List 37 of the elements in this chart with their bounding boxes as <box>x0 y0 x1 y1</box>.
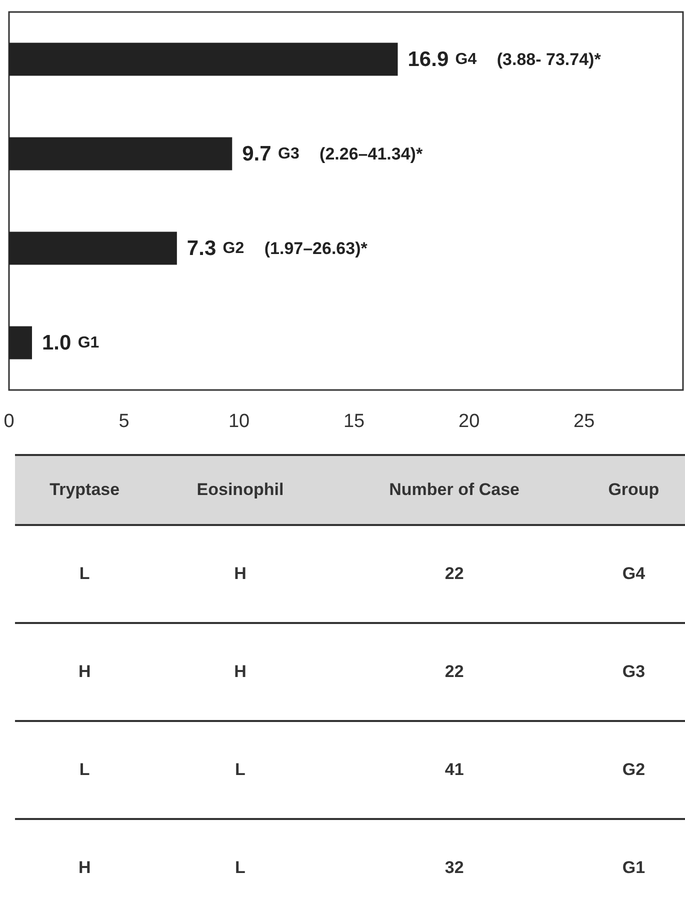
x-tick-label: 5 <box>118 411 130 432</box>
bar <box>9 137 232 170</box>
text: H <box>78 858 91 877</box>
bar <box>9 42 398 76</box>
text: G4 <box>622 564 646 583</box>
category-label: Tryptase <box>15 455 154 525</box>
text: L <box>235 760 246 779</box>
text: L <box>79 564 90 583</box>
text: H <box>234 662 246 681</box>
text: L <box>79 760 90 779</box>
category-label: Eosinophil <box>154 455 326 525</box>
text: G1 <box>622 858 646 877</box>
text: 32 <box>444 858 464 877</box>
bar <box>9 232 177 265</box>
data-label: 16.9 <box>408 48 449 71</box>
category-label: Number of Case <box>326 455 582 525</box>
x-tick-label: 10 <box>228 411 250 432</box>
annotation: (3.88- 73.74)* <box>496 50 602 69</box>
text: H <box>234 564 246 583</box>
x-tick-label: 15 <box>343 411 365 432</box>
text: G3 <box>622 662 646 681</box>
text: 41 <box>444 760 464 779</box>
annotation: (1.97–26.63)* <box>264 238 368 258</box>
bar <box>9 326 32 360</box>
text: 22 <box>444 564 464 583</box>
x-tick-label: 0 <box>4 411 14 432</box>
text: G2 <box>622 760 646 779</box>
annotation: (2.26–41.34)* <box>320 144 423 164</box>
text: H <box>78 662 91 681</box>
data-label: 9.7 <box>242 142 272 166</box>
category-label: Group <box>582 455 685 525</box>
data-label: 1.0 <box>42 331 72 354</box>
text: 22 <box>444 662 464 681</box>
x-tick-label: 20 <box>458 411 480 432</box>
text: L <box>235 858 246 877</box>
data-label: 7.3 <box>186 236 216 260</box>
x-tick-label: 25 <box>574 411 595 432</box>
